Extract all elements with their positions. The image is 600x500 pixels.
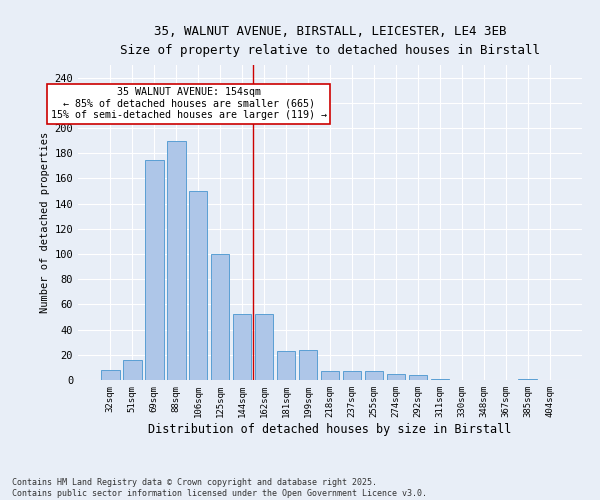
Bar (233, 314, 251, 380)
Bar (431, 378, 449, 380)
Bar (365, 371, 383, 380)
Bar (167, 140, 185, 380)
Bar (299, 350, 317, 380)
Bar (518, 378, 537, 380)
Title: 35, WALNUT AVENUE, BIRSTALL, LEICESTER, LE4 3EB
Size of property relative to det: 35, WALNUT AVENUE, BIRSTALL, LEICESTER, … (120, 25, 540, 57)
Text: Contains HM Land Registry data © Crown copyright and database right 2025.
Contai: Contains HM Land Registry data © Crown c… (12, 478, 427, 498)
X-axis label: Distribution of detached houses by size in Birstall: Distribution of detached houses by size … (148, 422, 512, 436)
Bar (343, 371, 361, 380)
Bar (145, 160, 164, 380)
Bar (320, 371, 340, 380)
Bar (255, 314, 274, 380)
Bar (386, 374, 405, 380)
Text: 35 WALNUT AVENUE: 154sqm
← 85% of detached houses are smaller (665)
15% of semi-: 35 WALNUT AVENUE: 154sqm ← 85% of detach… (51, 87, 327, 120)
Bar (123, 360, 142, 380)
Bar (101, 370, 119, 380)
Bar (277, 351, 295, 380)
Bar (211, 254, 229, 380)
Bar (409, 375, 427, 380)
Bar (189, 191, 208, 380)
Y-axis label: Number of detached properties: Number of detached properties (40, 132, 50, 313)
